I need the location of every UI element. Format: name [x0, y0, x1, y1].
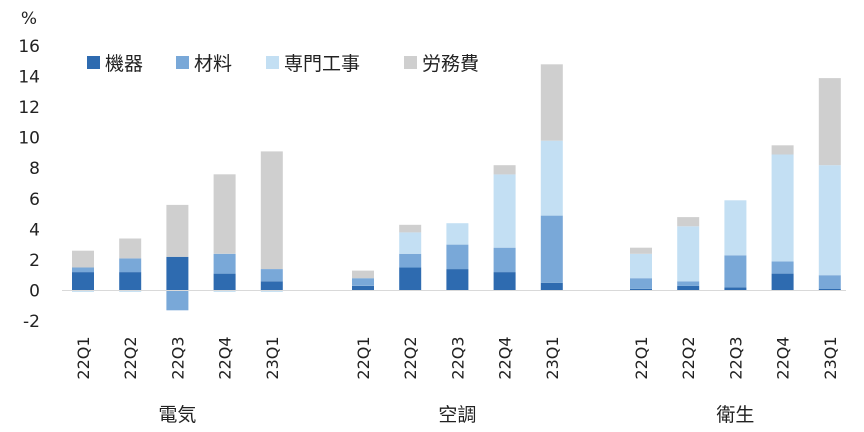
bar-segment — [818, 165, 841, 276]
bar-segment — [724, 255, 747, 288]
legend-swatch — [87, 56, 100, 69]
bar-segment — [540, 282, 563, 291]
bar-segment — [677, 285, 700, 291]
x-category-label: 22Q1 — [74, 336, 93, 379]
bar-segment — [630, 278, 652, 289]
bar-segment — [818, 288, 841, 291]
legend: 機器 材料 専門工事 労務費 — [87, 53, 479, 75]
bar-segment — [72, 290, 94, 292]
x-category-label: 23Q1 — [821, 336, 840, 379]
legend-label: 材料 — [194, 53, 232, 75]
x-category-label: 22Q4 — [216, 336, 235, 379]
y-tick-label: 12 — [18, 98, 40, 118]
y-tick-label: 0 — [29, 281, 40, 301]
bar-segment — [818, 78, 841, 166]
x-category-label: 22Q1 — [354, 336, 373, 379]
legend-label: 専門工事 — [284, 53, 360, 75]
x-category-label: 23Q1 — [263, 336, 282, 379]
bar-segment — [119, 290, 142, 292]
bar-segment — [260, 151, 283, 269]
x-category-label: 22Q2 — [679, 336, 698, 379]
bar-segment — [771, 154, 794, 262]
bar-segment — [213, 290, 236, 292]
group-labels: 電気 空調 衛生 — [158, 404, 754, 426]
y-axis-unit: % — [21, 9, 37, 29]
bar-segment — [166, 204, 189, 257]
x-axis-labels: 22Q1 22Q2 22Q3 22Q4 23Q1 22Q1 22Q2 22Q3 22Q4 23Q1… — [74, 336, 840, 379]
bar-segment — [446, 223, 469, 245]
bar-segment — [213, 273, 236, 291]
bar-segment — [493, 272, 516, 291]
bar-segment — [72, 250, 94, 268]
y-tick-label: 8 — [29, 159, 40, 179]
x-category-label: 22Q2 — [121, 336, 140, 379]
bar-segment — [119, 238, 142, 259]
group-label: 衛生 — [716, 404, 754, 426]
bar-segment — [771, 273, 794, 291]
x-category-label: 22Q4 — [774, 336, 793, 379]
bar-segment — [213, 174, 236, 254]
x-category-label: 22Q3 — [448, 336, 467, 379]
bar-segment — [724, 287, 747, 291]
bar-segment — [352, 285, 374, 291]
y-tick-label: 10 — [18, 129, 40, 149]
x-category-label: 22Q3 — [168, 336, 187, 379]
bar-segment — [677, 226, 700, 282]
bar-segment — [352, 270, 374, 279]
bar-segment — [213, 253, 236, 274]
x-category-label: 23Q1 — [543, 336, 562, 379]
bar-segment — [446, 244, 469, 269]
bar-segment — [493, 165, 516, 175]
y-tick-label: 2 — [29, 251, 40, 271]
x-category-label: 22Q2 — [401, 336, 420, 379]
bar-segment — [260, 290, 283, 292]
bar-segment — [352, 278, 374, 286]
bar-segment — [630, 288, 652, 291]
bar-segment — [72, 267, 94, 273]
bar-segment — [493, 247, 516, 273]
bar-segment — [119, 272, 142, 291]
legend-label: 機器 — [105, 53, 143, 75]
bar-segment — [630, 247, 652, 254]
bar-segment — [399, 267, 422, 291]
bar-segment — [72, 272, 94, 291]
bar-segment — [446, 269, 469, 291]
bars-layer — [72, 64, 841, 311]
y-tick-label: 14 — [18, 68, 40, 88]
bar-segment — [260, 281, 283, 291]
bar-segment — [540, 140, 563, 216]
bar-segment — [630, 253, 652, 279]
y-tick-label: 6 — [29, 190, 40, 210]
bar-segment — [399, 224, 422, 233]
x-category-label: 22Q3 — [726, 336, 745, 379]
legend-swatch — [266, 56, 279, 69]
y-axis-ticks: -2 0 2 4 6 8 10 12 14 16 — [18, 37, 40, 332]
bar-segment — [818, 275, 841, 289]
y-tick-label: -2 — [23, 312, 40, 332]
legend-swatch — [176, 56, 189, 69]
legend-swatch — [404, 56, 417, 69]
x-category-label: 22Q1 — [632, 336, 651, 379]
y-tick-label: 16 — [18, 37, 40, 57]
bar-segment — [677, 281, 700, 286]
x-category-label: 22Q4 — [496, 336, 515, 379]
legend-label: 労務費 — [422, 53, 479, 75]
group-label: 電気 — [158, 404, 196, 426]
bar-segment — [540, 215, 563, 283]
bar-segment — [166, 290, 189, 311]
group-label: 空調 — [438, 404, 476, 426]
bar-segment — [771, 145, 794, 155]
bar-segment — [119, 258, 142, 273]
bar-segment — [677, 217, 700, 227]
bar-segment — [166, 256, 189, 291]
bar-segment — [493, 174, 516, 248]
bar-segment — [399, 253, 422, 268]
bar-segment — [540, 64, 563, 141]
bar-segment — [399, 232, 422, 254]
y-tick-label: 4 — [29, 220, 40, 240]
bar-segment — [724, 200, 747, 256]
bar-segment — [771, 261, 794, 274]
bar-segment — [260, 269, 283, 282]
